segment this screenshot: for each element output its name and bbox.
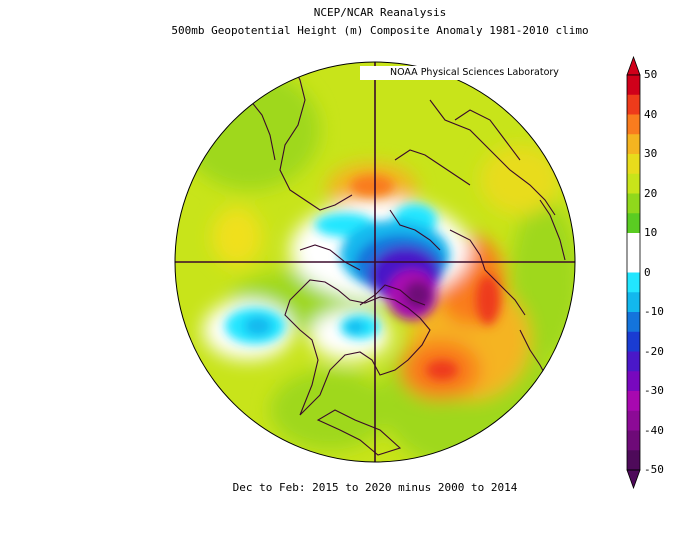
colorbar-cell — [627, 134, 640, 155]
colorbar-cell — [627, 371, 640, 392]
colorbar-cell — [627, 213, 640, 234]
colorbar-tick-label: 40 — [644, 107, 658, 121]
colorbar-cell — [627, 94, 640, 115]
colorbar-tick-label: -10 — [644, 305, 664, 318]
colorbar-cell — [627, 450, 640, 471]
colorbar-tick-label: 10 — [644, 226, 658, 239]
colorbar-cell — [627, 173, 640, 194]
credit-label: NOAA Physical Sciences Laboratory — [360, 66, 575, 80]
colorbar-tick-label: -30 — [644, 384, 664, 397]
colorbar-cell — [627, 233, 640, 254]
coastlines — [249, 62, 566, 456]
colorbar-cell — [627, 114, 640, 135]
colorbar-cell — [627, 410, 640, 431]
colorbar-cell — [627, 75, 640, 96]
colorbar-cell — [627, 430, 640, 451]
colorbar-frame — [626, 74, 641, 471]
colorbar-tick-label: 50 — [644, 68, 658, 81]
colorbar-cell — [627, 351, 640, 372]
chart-title-line2: 500mb Geopotential Height (m) Composite … — [171, 24, 589, 37]
colorbar-cell — [627, 331, 640, 352]
colorbar-cell — [627, 292, 640, 313]
colorbar-tick-label: 0 — [644, 265, 651, 279]
colorbar-tick-label: -50 — [644, 463, 664, 476]
colorbar-tick-label: -20 — [644, 344, 664, 358]
colorbar-tick-label: 20 — [644, 186, 658, 200]
colorbar-cell — [627, 193, 640, 214]
colorbar-cell — [627, 154, 640, 175]
colorbar-cell — [627, 272, 640, 293]
colorbar-cell — [627, 391, 640, 412]
chart-title-line1: NCEP/NCAR Reanalysis — [313, 6, 447, 19]
colorbar-cell — [627, 312, 640, 333]
map-boundary — [174, 61, 576, 463]
graticule-axes — [175, 62, 575, 462]
colorbar-cell — [627, 252, 640, 273]
colorbar-tick-label: -40 — [644, 423, 664, 437]
colorbar-max-arrow — [626, 55, 641, 76]
date-range-caption: Dec to Feb: 2015 to 2020 minus 2000 to 2… — [232, 481, 518, 494]
colorbar-tick-label: 30 — [644, 147, 658, 160]
